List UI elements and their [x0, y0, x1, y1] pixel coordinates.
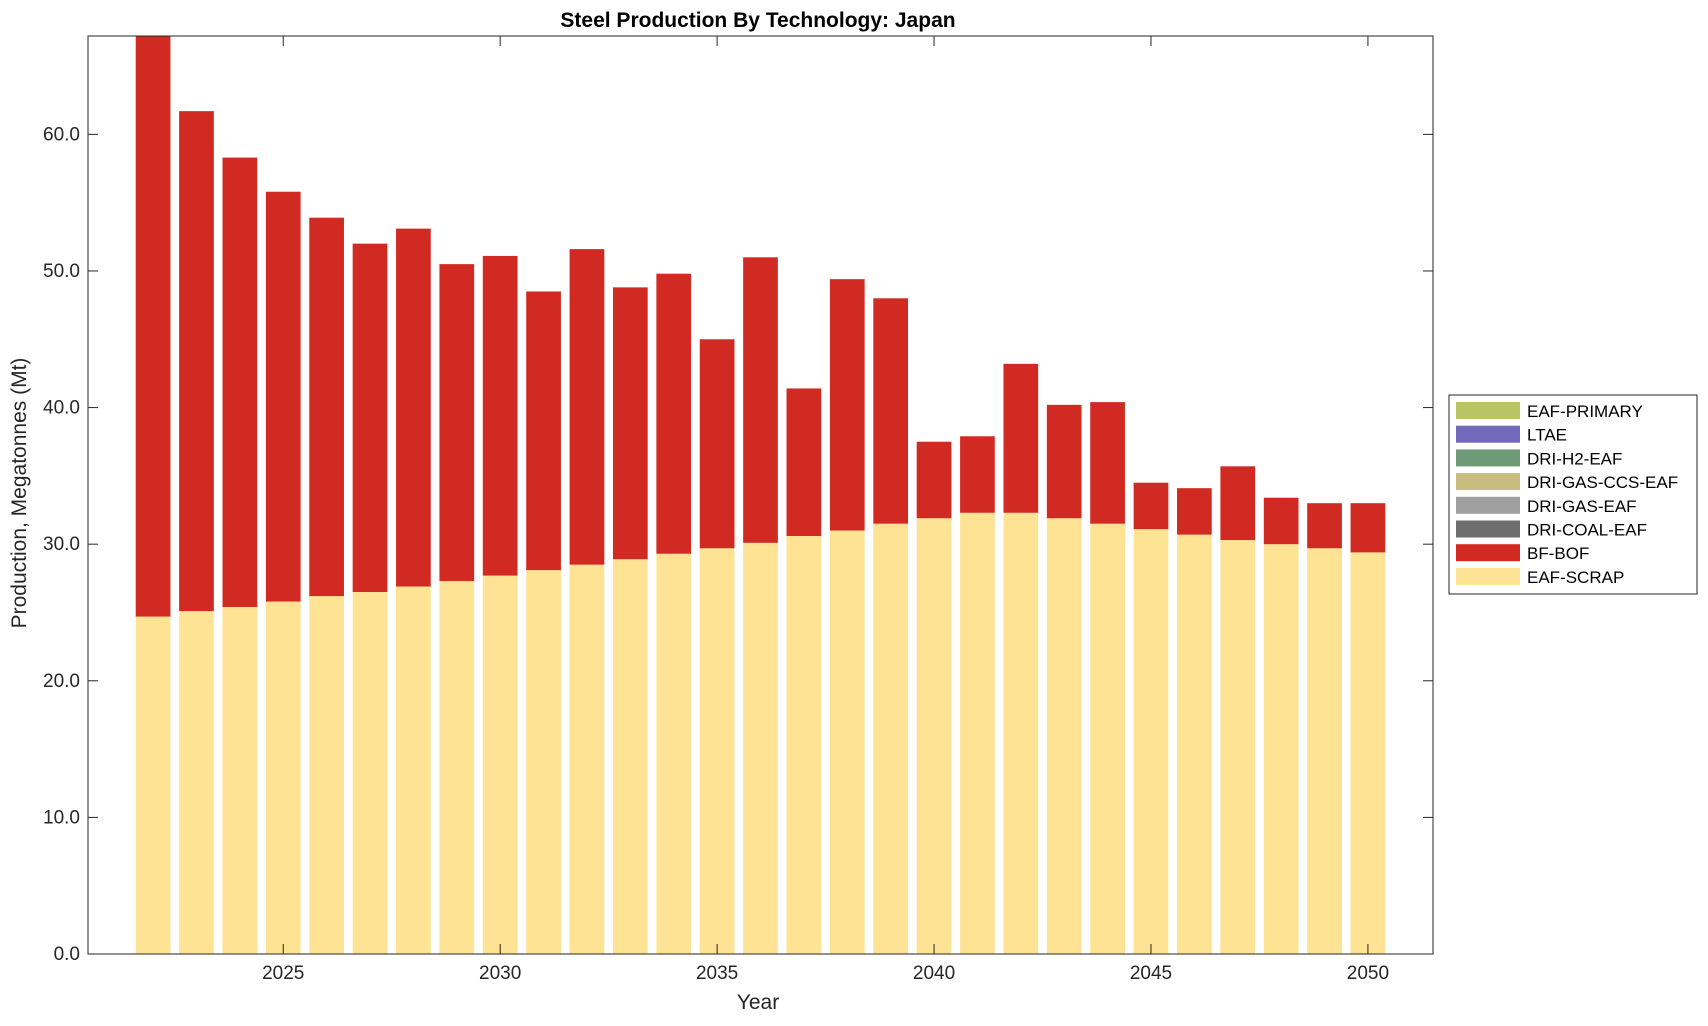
- bar-bf-bof-2022: [135, 36, 171, 617]
- bar-eaf-scrap-2028: [396, 586, 431, 954]
- bar-bf-bof-2044: [1090, 402, 1125, 524]
- legend-swatch-dri-gas-eaf: [1456, 496, 1520, 514]
- bar-eaf-scrap-2026: [309, 596, 344, 954]
- bar-bf-bof-2024: [222, 157, 258, 608]
- bar-bf-bof-2049: [1307, 503, 1342, 549]
- legend-swatch-dri-h2-eaf: [1456, 449, 1520, 467]
- bar-bf-bof-2030: [482, 255, 518, 576]
- y-tick-label: 10.0: [43, 807, 80, 828]
- legend-label-eaf-primary: EAF-PRIMARY: [1527, 402, 1643, 421]
- bar-eaf-scrap-2046: [1177, 534, 1212, 954]
- y-tick-label: 60.0: [43, 124, 80, 145]
- bar-bf-bof-2050: [1350, 503, 1386, 553]
- bar-bf-bof-2027: [352, 243, 388, 592]
- y-tick-label: 30.0: [43, 534, 80, 555]
- bar-bf-bof-2042: [1003, 363, 1039, 513]
- plot-area-frame: [87, 35, 1434, 955]
- bar-bf-bof-2037: [786, 388, 822, 536]
- x-tick-label: 2025: [262, 963, 304, 984]
- bar-eaf-scrap-2036: [743, 542, 778, 954]
- bar-bf-bof-2043: [1046, 404, 1082, 519]
- x-axis-label: Year: [737, 991, 779, 1014]
- y-tick-label: 50.0: [43, 261, 80, 282]
- y-tick-label: 20.0: [43, 671, 80, 692]
- bars-layer: [135, 36, 1386, 955]
- x-tick-label: 2050: [1347, 963, 1389, 984]
- legend-swatch-dri-coal-eaf: [1456, 520, 1520, 538]
- y-tick-label: 40.0: [43, 398, 80, 419]
- legend-items: EAF-PRIMARY LTAE DRI-H2-EAF DRI-GAS-CCS-EAF…: [1456, 402, 1678, 587]
- chart-title: Steel Production By Technology: Japan: [560, 9, 955, 32]
- bar-bf-bof-2023: [179, 111, 214, 612]
- bar-bf-bof-2040: [916, 441, 952, 519]
- legend-label-dri-gas-eaf: DRI-GAS-EAF: [1527, 497, 1637, 516]
- bar-eaf-scrap-2022: [135, 616, 171, 954]
- bar-eaf-scrap-2038: [829, 530, 865, 954]
- x-tick-label: 2045: [1130, 963, 1172, 984]
- bar-bf-bof-2047: [1220, 466, 1256, 541]
- bar-eaf-scrap-2042: [1003, 512, 1039, 954]
- bar-bf-bof-2026: [309, 217, 344, 597]
- legend-swatch-dri-gas-ccs-eaf: [1456, 473, 1520, 491]
- bar-eaf-scrap-2041: [960, 512, 995, 954]
- bar-bf-bof-2045: [1133, 482, 1169, 530]
- bar-eaf-scrap-2050: [1350, 552, 1386, 955]
- bar-eaf-scrap-2040: [916, 518, 952, 954]
- legend-label-bf-bof: BF-BOF: [1527, 544, 1589, 563]
- bar-eaf-scrap-2029: [439, 581, 475, 954]
- legend-label-eaf-scrap: EAF-SCRAP: [1527, 568, 1624, 587]
- bar-bf-bof-2028: [396, 228, 431, 587]
- bar-eaf-scrap-2037: [786, 535, 822, 954]
- y-axis-label: Production, Megatonnes (Mt): [8, 358, 31, 629]
- legend-label-ltae: LTAE: [1527, 426, 1567, 445]
- bar-bf-bof-2031: [526, 291, 561, 571]
- x-tick-label: 2035: [696, 963, 738, 984]
- bar-eaf-scrap-2032: [569, 564, 605, 954]
- bar-eaf-scrap-2047: [1220, 540, 1256, 954]
- bar-eaf-scrap-2035: [699, 548, 735, 954]
- bar-eaf-scrap-2023: [179, 611, 214, 954]
- bar-eaf-scrap-2024: [222, 607, 258, 954]
- bar-bf-bof-2048: [1263, 497, 1299, 545]
- bar-eaf-scrap-2048: [1263, 544, 1299, 954]
- bar-eaf-scrap-2049: [1307, 548, 1342, 954]
- bar-eaf-scrap-2044: [1090, 523, 1125, 954]
- bar-bf-bof-2041: [960, 436, 995, 513]
- legend-swatch-eaf-primary: [1456, 402, 1520, 419]
- bar-eaf-scrap-2027: [352, 591, 388, 954]
- bar-eaf-scrap-2043: [1046, 518, 1082, 954]
- bar-bf-bof-2029: [439, 264, 475, 582]
- legend-swatch-eaf-scrap: [1456, 567, 1520, 585]
- legend-label-dri-coal-eaf: DRI-COAL-EAF: [1527, 521, 1647, 540]
- bar-bf-bof-2025: [265, 191, 301, 602]
- legend: EAF-PRIMARY LTAE DRI-H2-EAF DRI-GAS-CCS-EAF…: [1448, 394, 1698, 595]
- legend-swatch-ltae: [1456, 425, 1520, 443]
- bar-bf-bof-2032: [569, 249, 605, 565]
- bar-bf-bof-2036: [743, 257, 778, 543]
- bar-bf-bof-2033: [612, 287, 648, 560]
- x-tick-label: 2040: [913, 963, 955, 984]
- bar-eaf-scrap-2045: [1133, 529, 1169, 954]
- bar-eaf-scrap-2025: [265, 601, 301, 954]
- bar-eaf-scrap-2034: [656, 553, 692, 954]
- legend-label-dri-gas-ccs-eaf: DRI-GAS-CCS-EAF: [1527, 473, 1678, 492]
- bar-eaf-scrap-2039: [873, 523, 909, 954]
- legend-label-dri-h2-eaf: DRI-H2-EAF: [1527, 449, 1622, 468]
- legend-swatch-bf-bof: [1456, 544, 1520, 562]
- ticks-layer: 0.0 10.0 20.0 30.0 40.0 50.0 60.0 2025 2030 2035 2…: [43, 36, 1433, 984]
- bar-bf-bof-2038: [829, 279, 865, 531]
- bar-bf-bof-2034: [656, 273, 692, 554]
- legend-box: [1448, 394, 1698, 595]
- bar-bf-bof-2046: [1177, 488, 1212, 535]
- bar-eaf-scrap-2031: [526, 570, 561, 954]
- bar-bf-bof-2039: [873, 298, 909, 524]
- bar-eaf-scrap-2033: [612, 559, 648, 954]
- x-tick-label: 2030: [479, 963, 521, 984]
- bar-bf-bof-2035: [699, 339, 735, 549]
- y-tick-label: 0.0: [54, 944, 80, 965]
- bar-eaf-scrap-2030: [482, 575, 518, 954]
